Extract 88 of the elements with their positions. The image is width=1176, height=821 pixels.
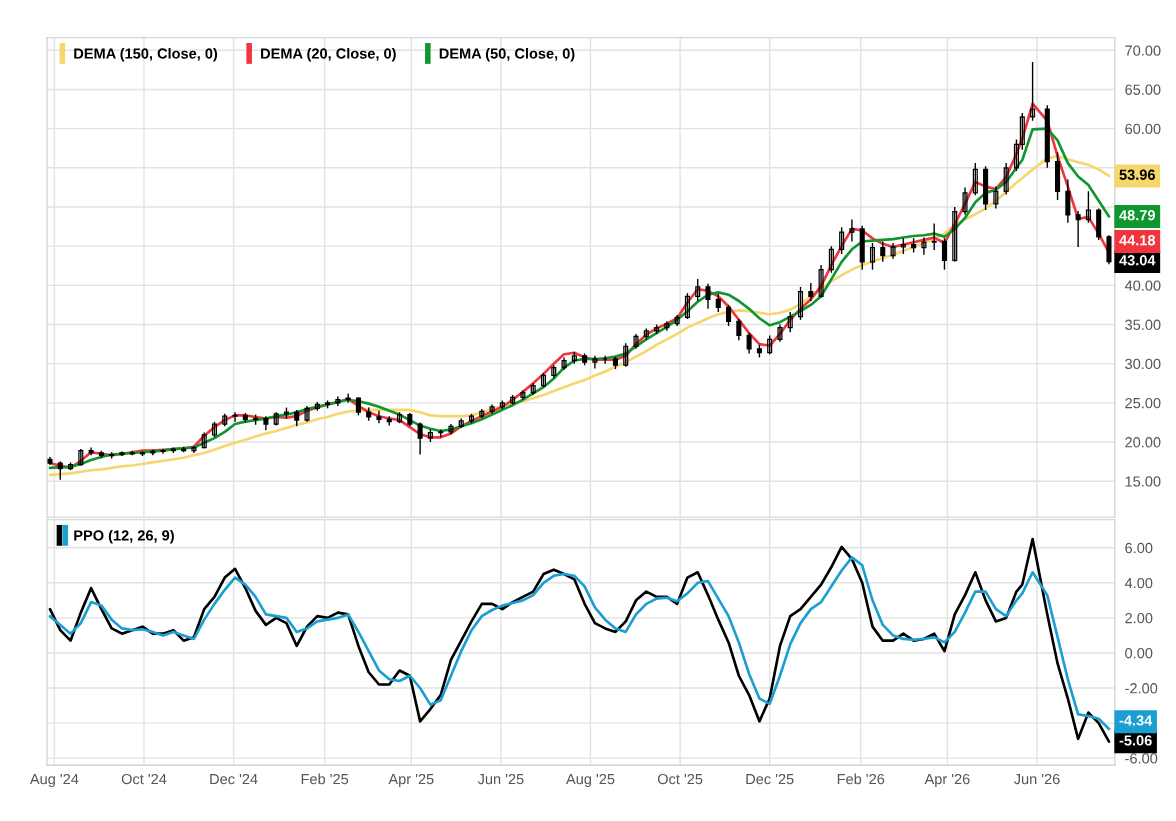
candlestick (191, 445, 197, 454)
candlestick (273, 411, 279, 427)
data-label: 53.96 (1119, 169, 1155, 180)
y-tick-label: 60.00 (1125, 123, 1161, 135)
candlestick (695, 278, 701, 302)
candlestick (787, 311, 793, 334)
candlestick (520, 389, 526, 401)
y-tick-label: 0.00 (1125, 648, 1153, 659)
x-tick-label: Feb '25 (301, 773, 349, 785)
candlestick (78, 448, 84, 467)
y-tick-label: 30.00 (1125, 358, 1161, 370)
candlestick (684, 292, 690, 320)
candlestick (839, 226, 845, 255)
candlestick (489, 403, 495, 415)
candlestick (448, 423, 454, 435)
y-tick-label: 25.00 (1125, 397, 1161, 409)
x-tick-label: Aug '24 (29, 773, 79, 788)
x-tick-label: Oct '24 (121, 773, 167, 785)
candlestick (797, 286, 804, 321)
y-tick-label: 4.00 (1124, 577, 1153, 589)
candlestick (232, 411, 238, 423)
candlestick (828, 245, 834, 274)
legend-label: DEMA (50, Close, 0) (439, 47, 575, 62)
candlestick (1085, 190, 1091, 224)
legend-label: PPO (12, 26, 9) (74, 529, 174, 544)
candlestick (849, 218, 855, 243)
legend-label: DEMA (150, Close, 0) (74, 47, 218, 62)
candlestick (376, 409, 382, 424)
candlestick (1030, 61, 1036, 122)
candlestick (818, 264, 824, 299)
candlestick (941, 237, 948, 271)
candlestick (890, 242, 896, 260)
candlestick (921, 236, 927, 256)
y-tick-label: 70.00 (1125, 45, 1161, 56)
text: 43.04 (1119, 255, 1156, 266)
line-series (48, 556, 1111, 731)
candlestick (592, 355, 598, 370)
candlestick (880, 240, 886, 263)
candlestick (1003, 162, 1009, 196)
candlestick (1075, 210, 1081, 248)
candlestick (1065, 178, 1071, 224)
x-tick-label: Oct '25 (657, 773, 703, 785)
legend-label: DEMA (20, Close, 0) (261, 47, 396, 62)
y-tick-label: -2.00 (1125, 683, 1158, 694)
y-tick-label: 35.00 (1125, 319, 1161, 330)
candlestick (972, 162, 978, 196)
y-tick-label: 15.00 (1125, 476, 1161, 487)
y-tick-label: 65.00 (1125, 84, 1161, 95)
candlestick (767, 334, 773, 355)
x-tick-label: Jun '25 (477, 773, 524, 785)
candlestick (705, 283, 711, 310)
y-tick-label: 2.00 (1125, 612, 1153, 624)
candlestick (726, 304, 732, 327)
data-label: 48.79 (1119, 210, 1155, 221)
data-label: -5.06 (1119, 735, 1152, 746)
x-tick-label: Jun '26 (1013, 773, 1060, 785)
candlestick (993, 185, 999, 210)
candlestick (736, 318, 742, 341)
candlestick (869, 242, 876, 271)
candlestick (746, 332, 752, 355)
candlestick (962, 186, 968, 216)
x-tick-label: Dec '24 (210, 773, 258, 785)
candlestick (777, 323, 783, 343)
x-tick-label: Dec '25 (746, 773, 794, 785)
candlestick (57, 460, 63, 481)
x-tick-label: Feb '26 (837, 773, 885, 785)
y-tick-label: 6.00 (1125, 542, 1153, 554)
candlestick (623, 342, 629, 368)
candlestick (674, 314, 680, 327)
x-tick-label: Apr '26 (924, 773, 970, 788)
candlestick (417, 421, 423, 456)
candlestick (664, 320, 670, 332)
y-tick-label: 20.00 (1125, 437, 1161, 448)
candlestick (304, 405, 310, 423)
data-label: 44.18 (1119, 235, 1156, 246)
x-tick-label: Aug '25 (566, 773, 615, 788)
candlestick (633, 333, 639, 350)
candlestick (335, 395, 341, 407)
x-tick-label: Apr '25 (388, 773, 434, 788)
candlestick (952, 206, 958, 263)
candlestick (715, 293, 721, 313)
candlestick (345, 392, 351, 404)
candlestick (355, 396, 361, 417)
candlestick (808, 282, 814, 302)
data-label: -4.34 (1119, 715, 1153, 726)
y-tick-label: 40.00 (1124, 280, 1161, 291)
candlestick (561, 356, 567, 371)
y-tick-label: -6.00 (1125, 753, 1158, 764)
